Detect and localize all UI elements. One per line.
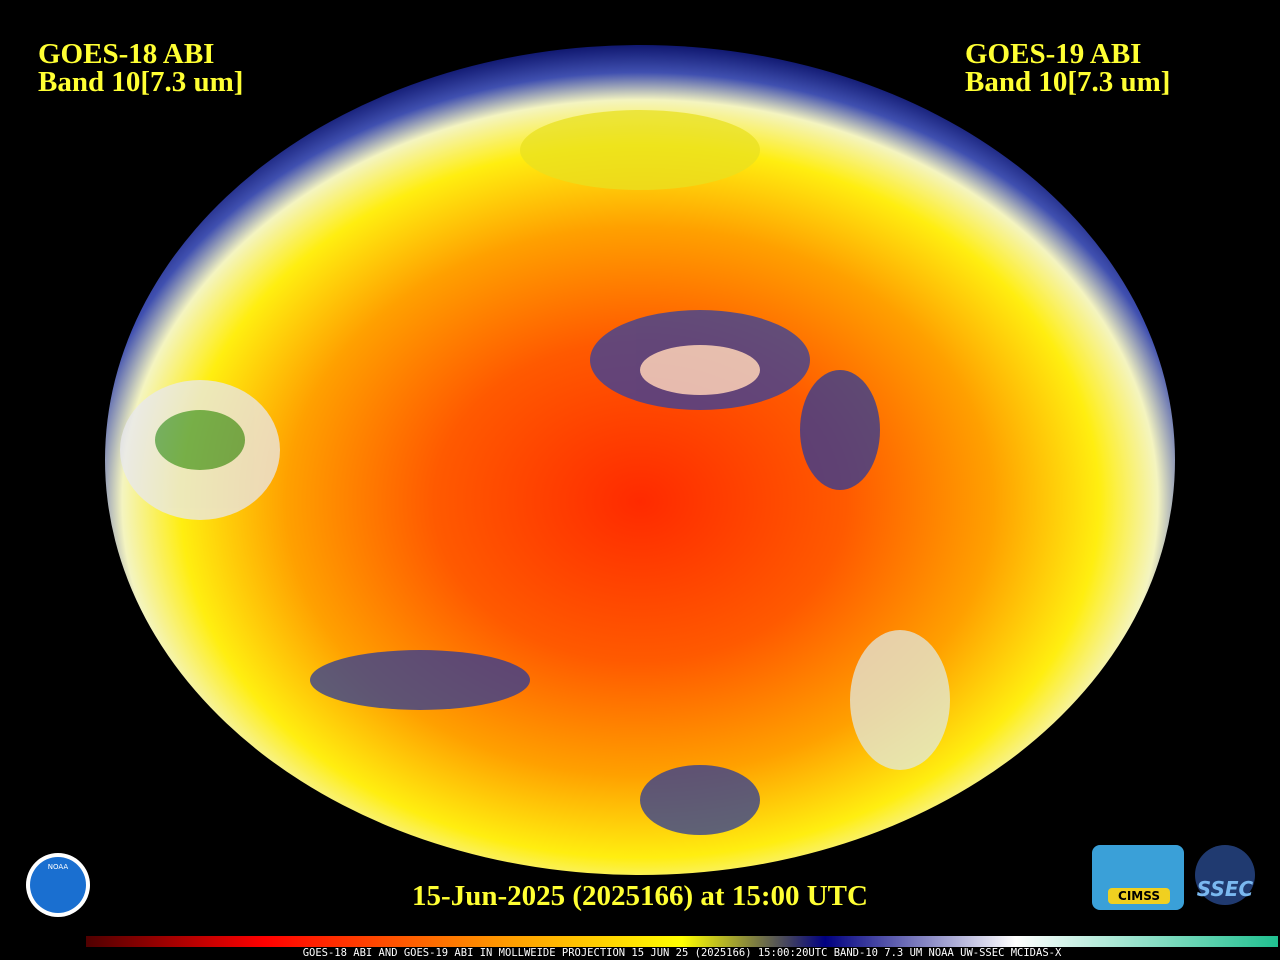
footer-caption: GOES-18 ABI AND GOES-19 ABI IN MOLLWEIDE…: [303, 947, 1062, 959]
left-satellite: GOES-18 ABI: [38, 38, 214, 70]
color-bar: [86, 936, 1278, 947]
timestamp: 15-Jun-2025 (2025166) at 15:00 UTC: [412, 880, 868, 912]
noaa-label: NOAA: [48, 863, 69, 871]
right-band: Band 10[7.3 um]: [965, 66, 1170, 98]
right-satellite: GOES-19 ABI: [965, 38, 1141, 70]
noaa-logo-inner: [30, 857, 86, 913]
ssec-logo: [1195, 845, 1255, 905]
cimss-label: CIMSS: [1118, 889, 1160, 903]
ssec-label: SSEC: [1197, 877, 1254, 901]
cimss-badge: [1108, 888, 1170, 904]
cloud-features: [120, 110, 950, 835]
left-band: Band 10[7.3 um]: [38, 66, 243, 98]
